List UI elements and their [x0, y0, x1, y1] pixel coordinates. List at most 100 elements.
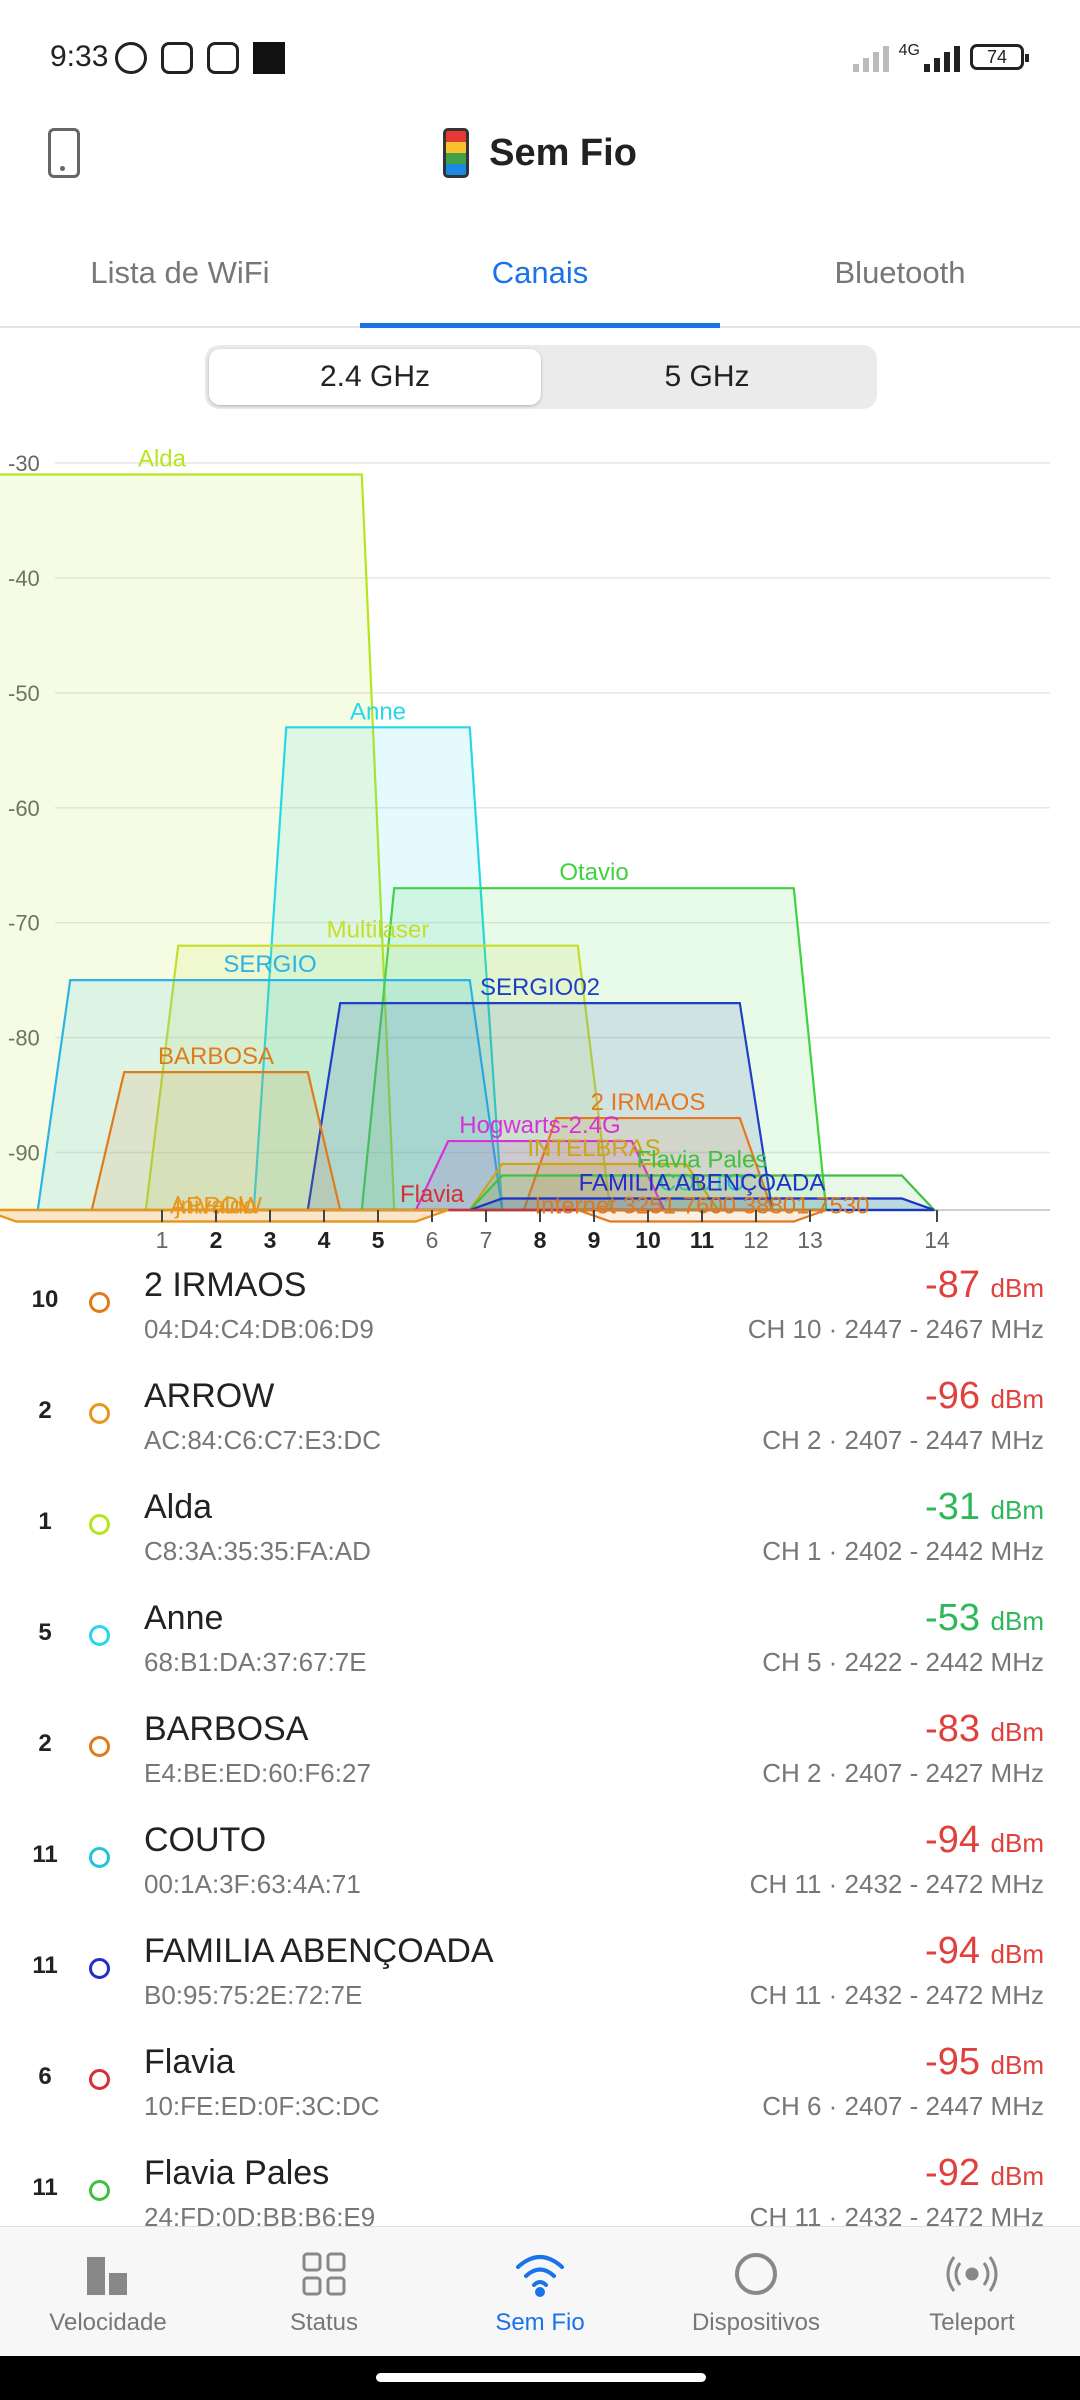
- network-channel: 6: [38, 2063, 52, 2090]
- network-ssid: BARBOSA: [144, 1710, 309, 1748]
- network-row[interactable]: 11 FAMILIA ABENÇOADA B0:95:75:2E:72:7E -94 …: [0, 1922, 1080, 2033]
- network-color-dot: [89, 1403, 110, 1424]
- title-wrap: Sem Fio: [0, 128, 1080, 178]
- nav-dispositivos[interactable]: Dispositivos: [648, 2227, 864, 2357]
- network-signal: -31 dBm: [925, 1486, 1044, 1529]
- nav-teleport-label: Teleport: [929, 2309, 1015, 2336]
- series-label: BARBOSA: [158, 1043, 274, 1070]
- band-5ghz-button[interactable]: 5 GHz: [664, 360, 750, 393]
- network-channel: 2: [38, 1730, 52, 1757]
- square-icon: [253, 42, 285, 74]
- network-color-dot: [89, 1847, 110, 1868]
- signal-unit: dBm: [990, 1717, 1044, 1747]
- x-tick-label: 3: [264, 1227, 277, 1250]
- system-icons: 4G 74: [852, 42, 1029, 72]
- y-tick-label: -30: [8, 451, 40, 476]
- network-ssid: Flavia Pales: [144, 2154, 330, 2192]
- alarm-icon: [115, 42, 147, 74]
- signal-unit: dBm: [990, 2161, 1044, 2191]
- x-tick-label: 14: [924, 1227, 950, 1250]
- series-label: Multilaser: [327, 917, 430, 944]
- network-row[interactable]: 2 ARROW AC:84:C6:C7:E3:DC -96 dBm CH 2 · 240…: [0, 1367, 1080, 1478]
- nav-status[interactable]: Status: [216, 2227, 432, 2357]
- grid-icon: [216, 2247, 432, 2297]
- tab-canais[interactable]: Canais: [360, 230, 720, 328]
- page-title: Sem Fio: [489, 131, 637, 174]
- network-row[interactable]: 11 Flavia Pales 24:FD:0D:BB:B6:E9 -92 dBm CH…: [0, 2144, 1080, 2226]
- phone-icon[interactable]: [48, 128, 80, 178]
- channel-chart: -30 -40 -50 -60 -70 -80 -90 Alda Anne Otavio Multi…: [0, 440, 1080, 1250]
- nav-sem-fio-label: Sem Fio: [495, 2309, 585, 2336]
- x-tick-label: 10: [635, 1227, 661, 1250]
- network-signal: -96 dBm: [925, 1375, 1044, 1418]
- wifi-icon: [432, 2247, 648, 2297]
- network-color-dot: [89, 1958, 110, 1979]
- series-label: Otavio: [559, 859, 628, 886]
- network-frequency-info: CH 2 · 2407 - 2427 MHz: [762, 1758, 1044, 1788]
- network-channel: 11: [32, 1841, 58, 1868]
- y-tick-label: -60: [8, 796, 40, 821]
- network-color-dot: [89, 2180, 110, 2201]
- network-channel: 5: [38, 1619, 52, 1646]
- signal-unit: dBm: [990, 1828, 1044, 1858]
- network-row[interactable]: 6 Flavia 10:FE:ED:0F:3C:DC -95 dBm CH 6 · 24…: [0, 2033, 1080, 2144]
- network-signal: -94 dBm: [925, 1819, 1044, 1862]
- nav-teleport[interactable]: Teleport: [864, 2227, 1080, 2357]
- x-tick-label: 1: [156, 1227, 169, 1250]
- signal-unit: dBm: [990, 1939, 1044, 1969]
- x-tick-label: 7: [480, 1227, 493, 1250]
- teleport-icon: [864, 2247, 1080, 2297]
- network-signal: -94 dBm: [925, 1930, 1044, 1973]
- x-tick-label: 5: [372, 1227, 385, 1250]
- signal-unit: dBm: [990, 1273, 1044, 1303]
- bar-chart-icon: [0, 2247, 216, 2297]
- band-toggle: 2.4 GHz 5 GHz: [205, 345, 877, 409]
- series-label: FAMILIA ABENÇOADA: [579, 1170, 826, 1197]
- network-frequency-info: CH 11 · 2432 - 2472 MHz: [749, 2202, 1044, 2226]
- network-signal: -92 dBm: [925, 2152, 1044, 2195]
- x-tick-label: 2: [210, 1227, 223, 1250]
- network-mac: B0:95:75:2E:72:7E: [144, 1980, 363, 2010]
- y-tick-label: -80: [8, 1026, 40, 1051]
- x-tick-label: 9: [588, 1227, 601, 1250]
- signal-unit: dBm: [990, 2050, 1044, 2080]
- band-2-4ghz-button[interactable]: 2.4 GHz: [209, 349, 541, 405]
- network-mac: AC:84:C6:C7:E3:DC: [144, 1425, 381, 1455]
- tab-lista-wifi[interactable]: Lista de WiFi: [90, 255, 270, 290]
- series-label: INTELBRAS: [527, 1135, 660, 1162]
- channel-chart-svg: -30 -40 -50 -60 -70 -80 -90 Alda Anne Otavio Multi…: [0, 445, 1050, 1250]
- network-type: 4G: [898, 42, 920, 59]
- nav-sem-fio[interactable]: Sem Fio: [432, 2227, 648, 2357]
- network-row[interactable]: 11 COUTO 00:1A:3F:63:4A:71 -94 dBm CH 11 · 2…: [0, 1811, 1080, 1922]
- x-tick-label: 6: [426, 1227, 439, 1250]
- gesture-bar: [0, 2356, 1080, 2400]
- nav-status-label: Status: [289, 2309, 359, 2336]
- network-channel: 11: [32, 2174, 58, 2201]
- network-frequency-info: CH 6 · 2407 - 2447 MHz: [762, 2091, 1044, 2121]
- signal-unit: dBm: [990, 1606, 1044, 1636]
- network-signal: -95 dBm: [925, 2041, 1044, 2084]
- network-row[interactable]: 10 2 IRMAOS 04:D4:C4:DB:06:D9 -87 dBm CH 10 …: [0, 1256, 1080, 1367]
- network-row[interactable]: 5 Anne 68:B1:DA:37:67:7E -53 dBm CH 5 · 2422…: [0, 1589, 1080, 1700]
- signal-value: -53: [925, 1597, 980, 1639]
- tab-bluetooth[interactable]: Bluetooth: [834, 255, 966, 290]
- signal-value: -96: [925, 1375, 980, 1417]
- network-row[interactable]: 1 Alda C8:3A:35:35:FA:AD -31 dBm CH 1 · 2402…: [0, 1478, 1080, 1589]
- nav-velocidade[interactable]: Velocidade: [0, 2227, 216, 2357]
- series-label: SERGIO: [223, 951, 316, 978]
- network-mac: 04:D4:C4:DB:06:D9: [144, 1314, 374, 1344]
- network-channel: 10: [31, 1286, 59, 1313]
- network-color-dot: [89, 2069, 110, 2090]
- network-list[interactable]: 10 2 IRMAOS 04:D4:C4:DB:06:D9 -87 dBm CH 10 …: [0, 1256, 1080, 2226]
- network-mac: C8:3A:35:35:FA:AD: [144, 1536, 371, 1566]
- network-channel: 2: [38, 1397, 52, 1424]
- network-color-dot: [89, 1625, 110, 1646]
- battery-icon: 74: [970, 44, 1029, 70]
- signal-value: -83: [925, 1708, 980, 1750]
- network-mac: 68:B1:DA:37:67:7E: [144, 1647, 367, 1677]
- network-channel: 11: [32, 1952, 58, 1979]
- signal-value: -31: [925, 1486, 980, 1528]
- network-row[interactable]: 2 BARBOSA E4:BE:ED:60:F6:27 -83 dBm CH 2 · 2…: [0, 1700, 1080, 1811]
- x-tick-label: 11: [690, 1227, 715, 1250]
- signal-sim1-icon: [852, 42, 889, 72]
